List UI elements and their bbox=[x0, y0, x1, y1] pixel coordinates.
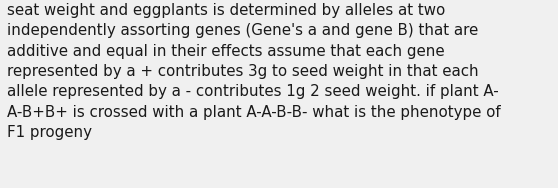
Text: seat weight and eggplants is determined by alleles at two
independently assortin: seat weight and eggplants is determined … bbox=[7, 3, 501, 140]
